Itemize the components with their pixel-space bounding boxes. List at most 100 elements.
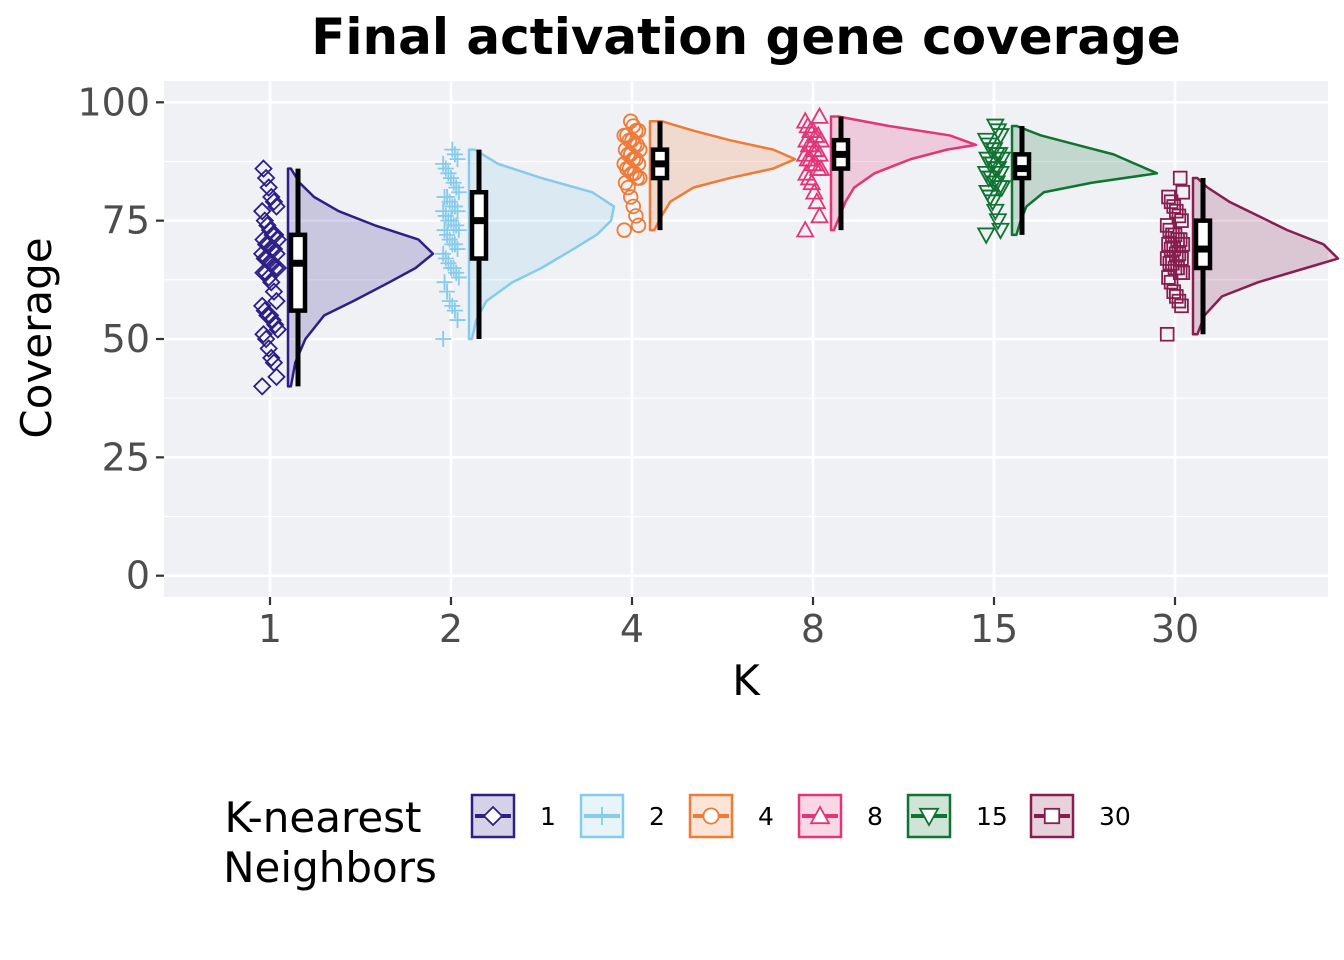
data-point bbox=[1159, 218, 1175, 233]
data-point bbox=[268, 258, 288, 278]
y-tick-label: 100 bbox=[77, 80, 150, 124]
x-tick-label: 2 bbox=[439, 607, 463, 651]
box-2 bbox=[469, 189, 489, 261]
data-point bbox=[436, 222, 453, 239]
x-tick-label: 1 bbox=[258, 607, 282, 651]
data-point bbox=[1174, 298, 1189, 314]
box-median-4 bbox=[655, 160, 665, 168]
box-30 bbox=[1193, 218, 1213, 271]
data-point bbox=[267, 291, 286, 311]
data-point bbox=[1166, 284, 1182, 299]
x-tick-label: 15 bbox=[970, 607, 1018, 651]
axes: 0 25 50 75 100 1 2 4 8 15 30 bbox=[77, 80, 1199, 651]
legend-label-1: 1 bbox=[540, 802, 556, 831]
legend-label-15: 15 bbox=[976, 802, 1008, 831]
data-point bbox=[630, 217, 647, 234]
data-point bbox=[1163, 274, 1179, 290]
x-tick-label: 30 bbox=[1151, 607, 1199, 651]
data-point bbox=[1159, 326, 1175, 342]
data-point bbox=[435, 331, 452, 347]
data-point bbox=[1169, 203, 1184, 219]
data-point bbox=[795, 220, 815, 238]
chart-title: Final activation gene coverage bbox=[311, 8, 1181, 66]
data-point bbox=[1175, 237, 1191, 252]
data-point bbox=[1171, 208, 1187, 224]
data-point bbox=[264, 282, 284, 301]
y-tick-label: 75 bbox=[102, 199, 150, 243]
data-point bbox=[444, 141, 461, 158]
data-point bbox=[623, 189, 639, 205]
data-point bbox=[264, 353, 284, 372]
legend-title-line-2: Neighbors bbox=[223, 843, 437, 892]
y-tick-label: 25 bbox=[102, 435, 150, 479]
box-median-2 bbox=[474, 217, 484, 225]
data-point bbox=[264, 192, 284, 211]
legend-title-line-1: K-nearest bbox=[224, 793, 421, 842]
y-tick-label: 50 bbox=[102, 317, 150, 361]
data-point bbox=[1161, 189, 1176, 205]
data-point bbox=[1165, 227, 1180, 243]
data-point bbox=[1163, 194, 1179, 210]
data-point bbox=[796, 130, 817, 148]
box-median-30 bbox=[1198, 245, 1208, 253]
data-point bbox=[796, 163, 817, 181]
data-point bbox=[976, 132, 996, 151]
data-point bbox=[254, 159, 273, 178]
data-point bbox=[262, 348, 281, 368]
boxplots bbox=[288, 116, 1213, 387]
data-point bbox=[436, 274, 453, 291]
data-point bbox=[258, 216, 277, 235]
data-point bbox=[259, 178, 278, 197]
data-point bbox=[976, 227, 996, 245]
data-point bbox=[1175, 184, 1191, 200]
data-point bbox=[795, 111, 815, 129]
data-point bbox=[1162, 222, 1178, 238]
x-axis-title: K bbox=[732, 656, 761, 705]
data-point bbox=[252, 296, 272, 316]
data-point bbox=[623, 113, 639, 129]
data-point bbox=[1172, 265, 1188, 281]
data-point bbox=[976, 166, 996, 184]
x-tick-label: 4 bbox=[620, 607, 644, 651]
data-point bbox=[256, 168, 276, 188]
data-point bbox=[809, 206, 830, 224]
data-point bbox=[252, 201, 272, 221]
data-point bbox=[441, 293, 458, 310]
legend-label-2: 2 bbox=[649, 802, 665, 831]
legend-label-30: 30 bbox=[1099, 802, 1131, 831]
data-point bbox=[795, 144, 815, 162]
data-point bbox=[1172, 170, 1188, 186]
data-point bbox=[436, 188, 453, 205]
data-point bbox=[267, 367, 286, 387]
data-point bbox=[977, 151, 998, 169]
data-point bbox=[252, 377, 272, 396]
data-point bbox=[616, 222, 632, 238]
legend-key-marker bbox=[702, 807, 720, 825]
legend: K-nearest Neighbors 1 2 4 8 15 30 bbox=[223, 793, 1131, 892]
x-tick-label: 8 bbox=[801, 607, 825, 651]
legend-key-marker bbox=[918, 807, 940, 827]
legend-key-marker bbox=[482, 805, 504, 827]
data-point bbox=[1166, 199, 1182, 214]
box-median-15 bbox=[1017, 165, 1027, 173]
data-point bbox=[1171, 293, 1187, 309]
data-point bbox=[1174, 213, 1189, 228]
density-cloud-4 bbox=[648, 119, 797, 232]
data-point bbox=[255, 211, 275, 230]
data-point bbox=[977, 184, 998, 203]
legend-key-marker bbox=[809, 805, 831, 825]
data-point bbox=[628, 208, 644, 224]
data-point bbox=[435, 245, 452, 262]
box-median-8 bbox=[836, 150, 846, 158]
legend-label-4: 4 bbox=[758, 802, 774, 831]
y-axis-title: Coverage bbox=[12, 237, 61, 438]
data-point bbox=[985, 118, 1005, 136]
data-point bbox=[449, 312, 466, 329]
legend-key-marker bbox=[1043, 807, 1061, 825]
data-point bbox=[809, 106, 830, 124]
data-point bbox=[256, 329, 276, 349]
data-point bbox=[435, 155, 452, 172]
data-point bbox=[254, 324, 273, 344]
data-point bbox=[807, 191, 827, 210]
